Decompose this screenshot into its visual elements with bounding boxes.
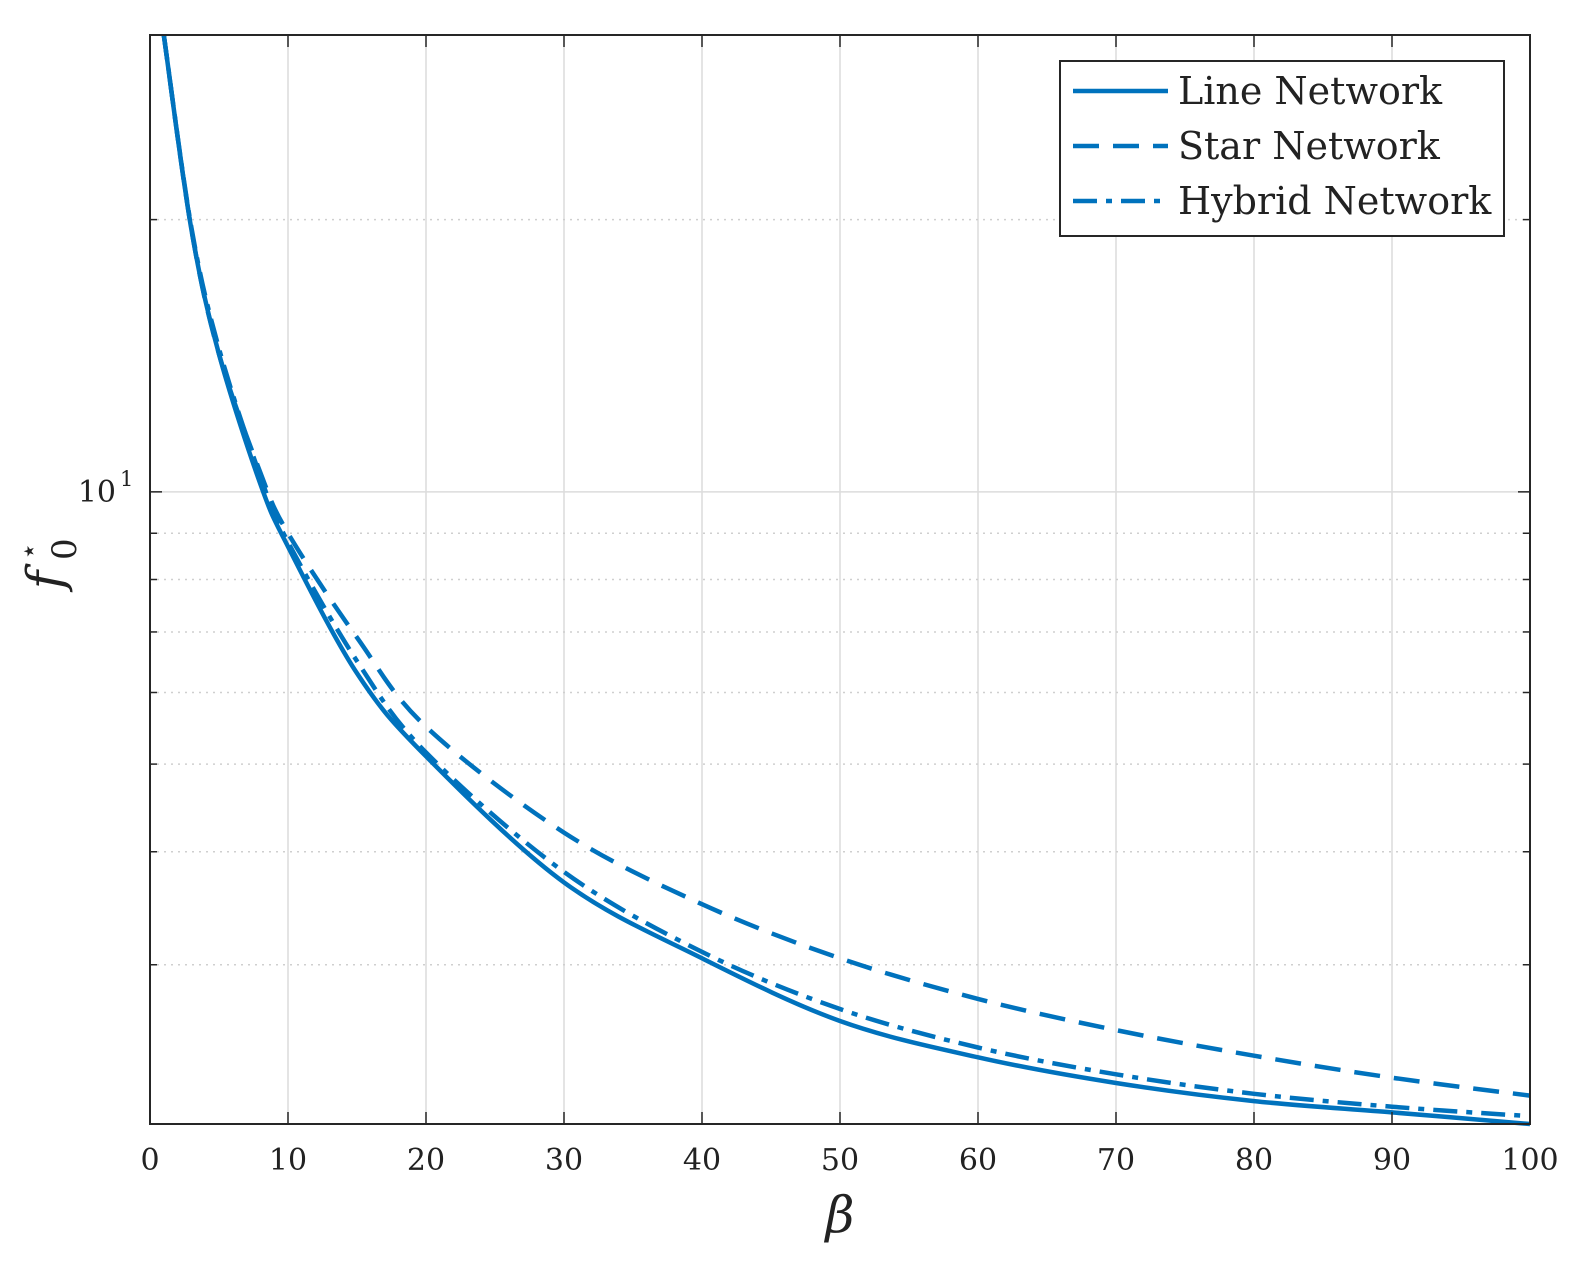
y-tick-label-exponent: 1: [120, 467, 133, 491]
x-axis-label: β: [824, 1186, 855, 1244]
x-tick-label: 30: [545, 1143, 583, 1178]
x-tick-label: 80: [1235, 1143, 1273, 1178]
y-tick-labels: 10 1: [78, 467, 134, 510]
x-tick-label: 20: [407, 1143, 445, 1178]
y-axis-label-subscript: 0: [45, 538, 85, 560]
series-line-hybrid-network: [161, 34, 1531, 1119]
x-tick-label: 0: [140, 1143, 159, 1178]
x-tick-label: 60: [959, 1143, 997, 1178]
axis-ticks: [149, 35, 1531, 1124]
x-tick-label: 70: [1097, 1143, 1135, 1178]
y-axis-label-main: f: [16, 563, 74, 593]
legend-label-star-network: Star Network: [1178, 124, 1441, 168]
x-tick-label: 90: [1373, 1143, 1411, 1178]
y-tick-label: 10: [78, 475, 116, 510]
y-axis-label: f ⋆ 0: [12, 538, 85, 593]
legend-label-hybrid-network: Hybrid Network: [1178, 179, 1492, 223]
y-axis-label-superscript: ⋆: [12, 542, 45, 560]
x-tick-label: 50: [821, 1143, 859, 1178]
x-tick-label: 40: [683, 1143, 721, 1178]
legend-label-line-network: Line Network: [1178, 69, 1443, 113]
legend: Line Network Star Network Hybrid Network: [1059, 60, 1505, 237]
series-lines: [161, 34, 1531, 1127]
x-tick-labels: 0 10 20 30 40 50 60 70 80 90 100: [140, 1143, 1558, 1178]
x-tick-label: 100: [1501, 1143, 1558, 1178]
x-tick-label: 10: [269, 1143, 307, 1178]
